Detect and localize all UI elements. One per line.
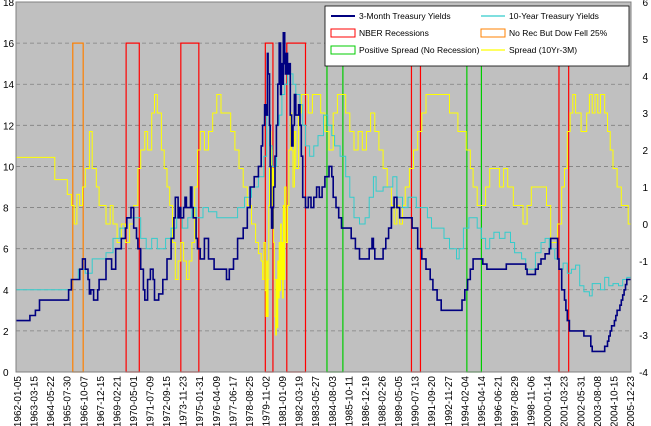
- x-tick-label: 2000-01-14: [543, 376, 554, 426]
- x-tick-label: 1975-01-31: [195, 376, 206, 426]
- y-right-tick-label: 4: [642, 72, 648, 83]
- y-left-tick-label: 4: [3, 286, 9, 297]
- legend-label: Spread (10Yr-3M): [509, 45, 577, 55]
- y-left-tick-label: 8: [3, 204, 9, 215]
- y-right-tick-label: 0: [642, 220, 648, 231]
- legend-swatch: [330, 28, 356, 38]
- x-tick-label: 2003-08-08: [593, 376, 604, 426]
- legend-label: 3-Month Treasury Yields: [359, 11, 451, 21]
- x-tick-label: 1998-11-06: [527, 376, 538, 426]
- legend-label: NBER Recessions: [359, 28, 429, 38]
- y-axis-left: 0 2 4 6 8 10 12 14 16 18: [3, 0, 15, 379]
- y-right-tick-label: 1: [642, 183, 648, 194]
- x-tick-label: 1992-11-27: [444, 376, 455, 426]
- x-tick-label: 1965-07-30: [63, 376, 74, 426]
- x-tick-label: 1982-03-19: [295, 376, 306, 426]
- y-right-tick-label: -4: [639, 368, 648, 379]
- y-left-tick-label: 14: [3, 80, 15, 91]
- x-tick-label: 1984-08-03: [328, 376, 339, 426]
- x-tick-label: 1986-12-19: [361, 376, 372, 426]
- series-line: [16, 31, 631, 353]
- y-right-tick-label: -3: [639, 331, 648, 342]
- y-right-tick-label: 6: [642, 0, 648, 9]
- x-tick-label: 1981-01-09: [278, 376, 289, 426]
- x-tick-label: 1963-03-15: [30, 376, 41, 426]
- x-tick-label: 2002-05-31: [576, 376, 587, 426]
- x-tick-label: 1990-07-13: [411, 376, 422, 426]
- legend-swatch: [330, 45, 356, 55]
- legend-label: No Rec But Dow Fell 25%: [509, 28, 608, 38]
- x-tick-label: 1988-02-26: [378, 376, 389, 426]
- x-tick-label: 2004-10-15: [609, 376, 620, 426]
- y-left-tick-label: 6: [3, 245, 9, 256]
- x-tick-label: 1970-05-01: [129, 376, 140, 426]
- y-axis-right: 6 5 4 3 2 1 0 -1 -2 -3 -4: [639, 0, 648, 379]
- legend-label: Positive Spread (No Recession): [359, 45, 480, 55]
- series-lines: [16, 31, 632, 353]
- x-tick-label: 2005-12-23: [626, 376, 637, 426]
- x-tick-label: 1985-10-11: [344, 376, 355, 426]
- x-tick-label: 2001-03-23: [560, 376, 571, 426]
- y-left-tick-label: 12: [3, 121, 15, 132]
- legend-swatch: [480, 28, 506, 38]
- x-tick-label: 1995-04-14: [477, 376, 488, 426]
- y-left-tick-label: 10: [3, 162, 15, 173]
- y-left-tick-label: 2: [3, 327, 9, 338]
- x-axis: 1962-01-05 1963-03-15 1964-05-22 1965-07-30…: [13, 376, 637, 426]
- y-right-tick-label: -2: [639, 294, 648, 305]
- x-tick-label: 1991-09-20: [427, 376, 438, 426]
- y-right-tick-label: 5: [642, 35, 648, 46]
- y-right-tick-label: 3: [642, 109, 648, 120]
- x-tick-label: 1964-05-22: [46, 376, 57, 426]
- x-tick-label: 1983-05-27: [311, 376, 322, 426]
- x-tick-label: 1973-11-23: [179, 376, 190, 426]
- x-tick-label: 1969-02-21: [112, 376, 123, 426]
- x-tick-label: 1994-02-04: [460, 376, 471, 426]
- y-left-tick-label: 18: [3, 0, 15, 9]
- legend: 3-Month Treasury Yields 10-Year Treasury …: [324, 5, 630, 67]
- x-tick-label: 1971-07-09: [146, 376, 157, 426]
- x-tick-label: 1979-11-02: [262, 376, 273, 426]
- legend-box: [324, 5, 630, 67]
- y-right-tick-label: 2: [642, 146, 648, 157]
- x-tick-label: 1966-10-07: [79, 376, 90, 426]
- y-left-tick-label: 16: [3, 39, 15, 50]
- y-left-tick-label: 0: [3, 368, 9, 379]
- plot-border: [15, 1, 632, 373]
- x-tick-label: 1989-05-05: [394, 376, 405, 426]
- x-tick-label: 1997-08-29: [510, 376, 521, 426]
- x-tick-label: 1967-12-15: [96, 376, 107, 426]
- y-right-tick-label: -1: [639, 257, 648, 268]
- legend-label: 10-Year Treasury Yields: [509, 11, 599, 21]
- series-line: [16, 94, 632, 336]
- x-tick-label: 1972-09-15: [162, 376, 173, 426]
- x-tick-label: 1962-01-05: [13, 376, 24, 426]
- x-tick-label: 1977-06-17: [228, 376, 239, 426]
- x-tick-label: 1976-04-09: [212, 376, 223, 426]
- x-tick-label: 1978-08-25: [245, 376, 256, 426]
- x-tick-label: 1996-06-21: [494, 376, 505, 426]
